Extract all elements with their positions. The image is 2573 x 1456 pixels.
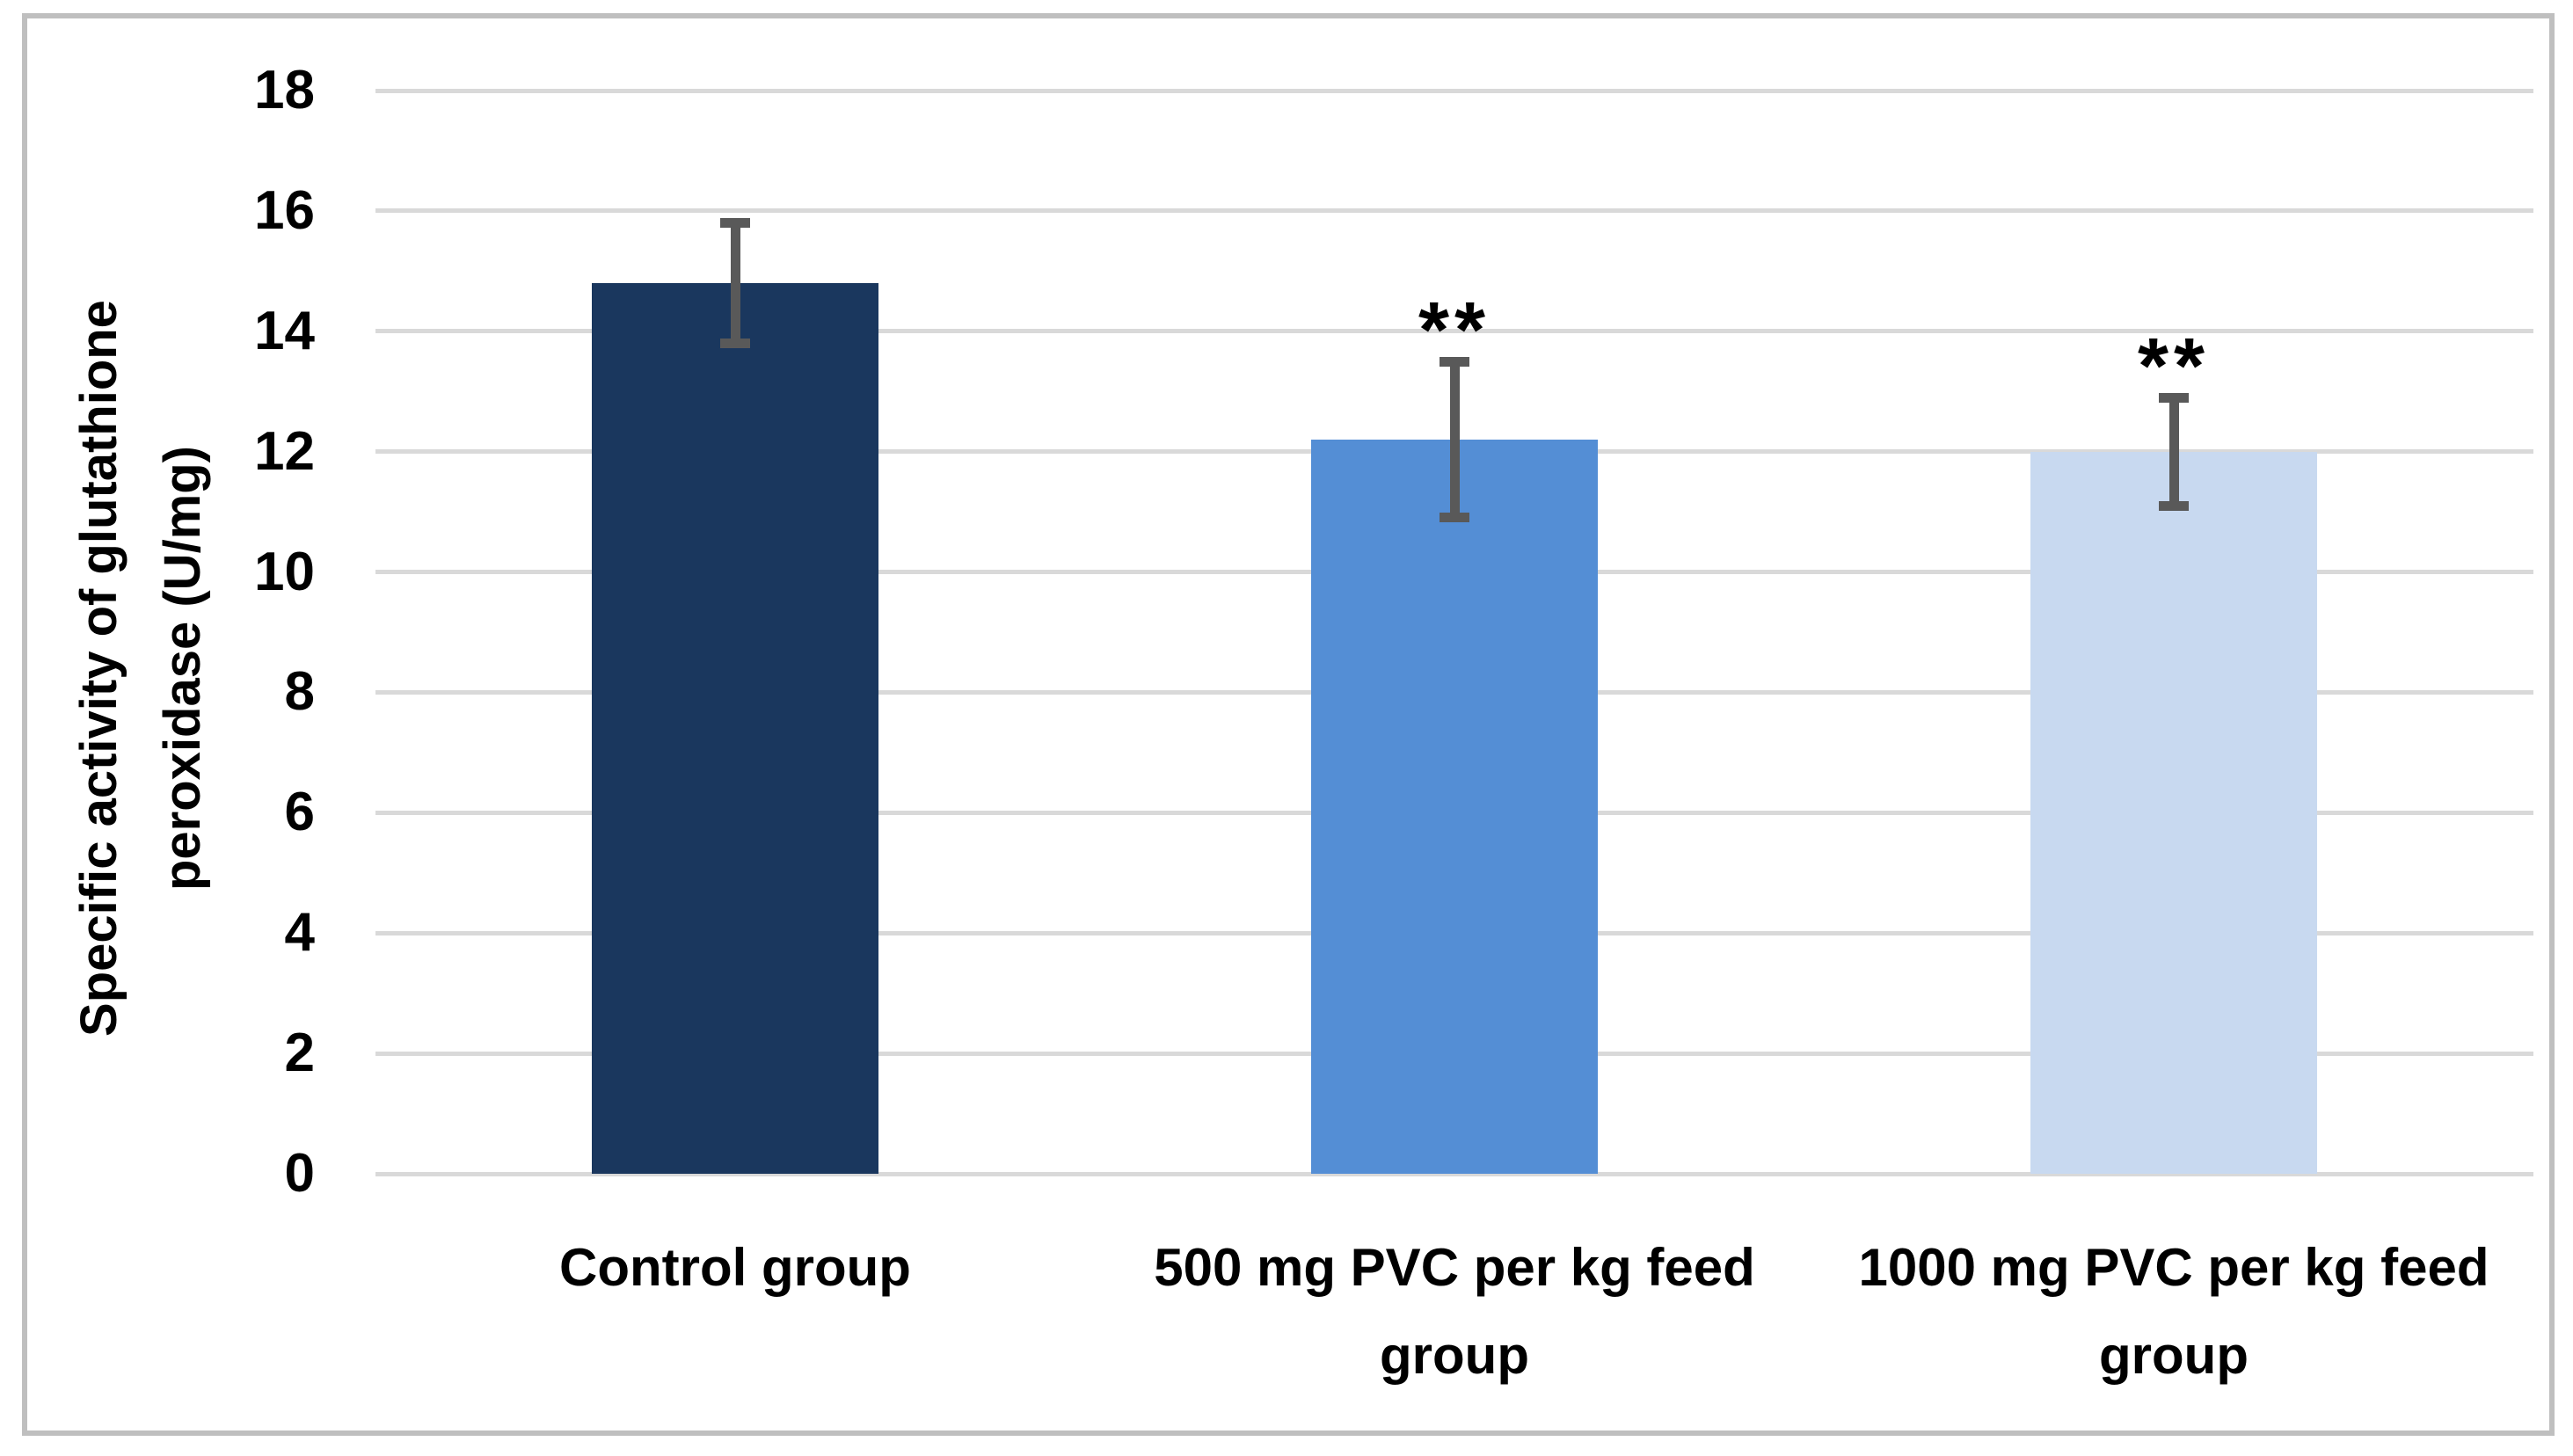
- y-tick-label-4: 4: [284, 902, 315, 964]
- x-category-label-1: Control group: [375, 1224, 1095, 1312]
- x-category-label-line: 1000 mg PVC per kg feed: [1858, 1238, 2489, 1297]
- gridline: [375, 329, 2533, 334]
- y-tick-label-8: 8: [284, 661, 315, 723]
- y-tick-label-12: 12: [254, 420, 315, 482]
- bar-3: [2030, 451, 2317, 1174]
- significance-marker-3: **: [2137, 323, 2211, 411]
- error-bar-cap-low-1: [720, 338, 750, 348]
- x-category-label-line: 500 mg PVC per kg feed: [1154, 1238, 1755, 1297]
- gridline: [375, 88, 2533, 93]
- y-tick-label-2: 2: [284, 1023, 315, 1084]
- x-axis-line: [375, 1171, 2533, 1176]
- significance-marker-2: **: [1418, 287, 1491, 375]
- x-category-label-line: group: [1380, 1326, 1529, 1385]
- y-tick-label-16: 16: [254, 179, 315, 241]
- bar-1: [592, 283, 878, 1174]
- x-category-label-3: 1000 mg PVC per kg feed group: [1814, 1224, 2533, 1400]
- error-bar-line-2: [1449, 361, 1460, 518]
- x-category-label-line: group: [2099, 1326, 2249, 1385]
- y-tick-label-6: 6: [284, 782, 315, 843]
- x-category-label-2: 500 mg PVC per kg feed group: [1095, 1224, 1814, 1400]
- gridline: [375, 208, 2533, 214]
- error-bar-cap-high-1: [720, 218, 750, 229]
- x-category-label-line: Control group: [559, 1238, 911, 1297]
- y-tick-label-0: 0: [284, 1143, 315, 1204]
- error-bar-cap-high-2: [1440, 356, 1469, 367]
- error-bar-cap-low-3: [2159, 500, 2189, 511]
- y-tick-label-10: 10: [254, 541, 315, 602]
- error-bar-cap-low-2: [1440, 513, 1469, 523]
- error-bar-line-3: [2168, 397, 2179, 506]
- y-tick-label-14: 14: [254, 300, 315, 361]
- y-tick-label-18: 18: [254, 60, 315, 120]
- error-bar-cap-high-3: [2159, 392, 2189, 403]
- error-bar-line-1: [730, 222, 740, 344]
- bar-2: [1311, 439, 1598, 1174]
